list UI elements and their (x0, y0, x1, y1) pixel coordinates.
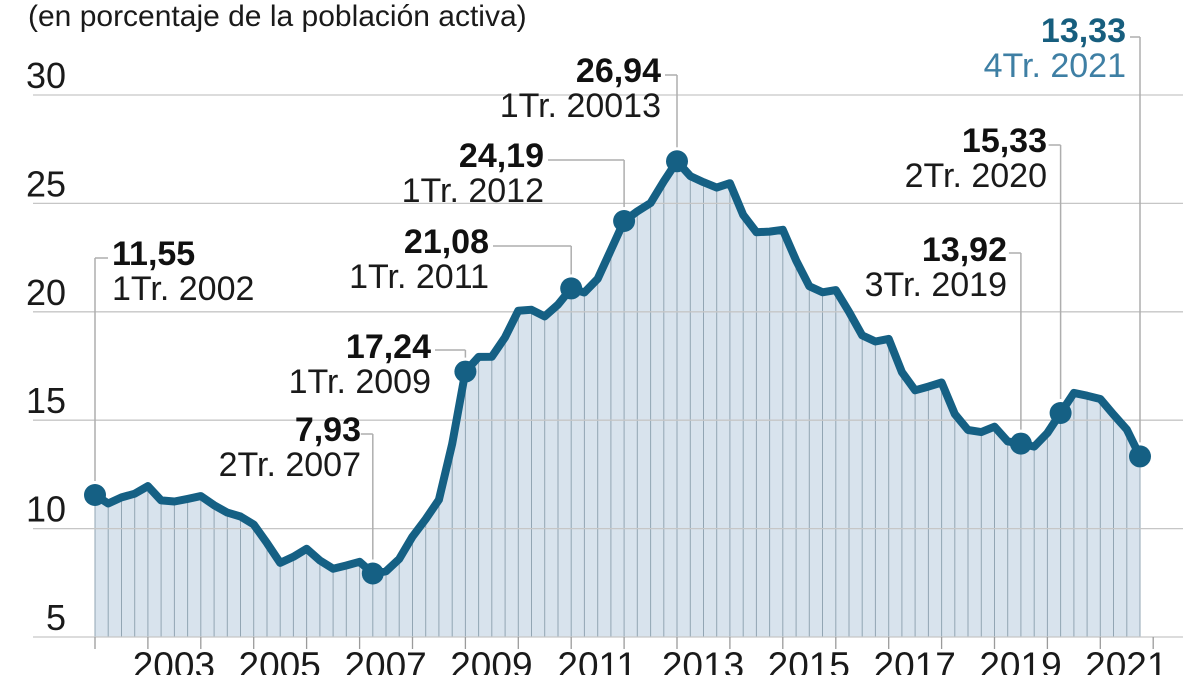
chart-subtitle: (en porcentaje de la población activa) (28, 0, 527, 33)
annotation-quarter-label: 1Tr. 2011 (349, 258, 489, 297)
annotation-quarter-label: 1Tr. 20013 (499, 87, 661, 126)
x-tick-label: 2013 (662, 645, 744, 675)
chart-annotation: 13,33 4Tr. 2021 (786, 12, 1126, 86)
annotation-value: 17,24 (345, 328, 431, 366)
chart-annotation: 13,92 3Tr. 2019 (667, 231, 1007, 305)
x-tick-label: 2011 (557, 645, 637, 675)
annotation-value: 7,93 (294, 411, 361, 449)
annotation-value: 15,33 (961, 122, 1047, 160)
y-tick-label: 15 (26, 380, 66, 421)
annotation-quarter-label: 3Tr. 2019 (864, 266, 1007, 305)
y-tick-label: 30 (26, 55, 66, 96)
chart-annotation: 7,93 2Tr. 2007 (21, 411, 361, 485)
y-tick-label: 25 (26, 163, 66, 204)
x-tick-label: 2019 (979, 645, 1061, 675)
data-point-marker (1129, 445, 1151, 468)
chart-annotation: 15,33 2Tr. 2020 (707, 122, 1047, 196)
annotation-quarter-label: 1Tr. 2012 (401, 172, 544, 211)
annotation-value: 13,33 (1040, 12, 1126, 50)
annotation-value: 26,94 (575, 52, 661, 90)
x-tick-label: 2009 (450, 645, 532, 675)
y-tick-label: 20 (26, 272, 66, 313)
annotation-quarter-label: 2Tr. 2020 (904, 157, 1047, 196)
data-point-marker (454, 360, 477, 383)
data-line (91, 157, 1144, 578)
data-point-marker (1009, 432, 1032, 455)
data-point-marker (1049, 402, 1072, 424)
data-point-marker (84, 484, 106, 506)
annotation-quarter-label: 1Tr. 2009 (288, 363, 431, 402)
y-tick-label: 5 (46, 597, 66, 638)
x-tick-label: 2017 (874, 645, 956, 675)
x-tick-label: 2021 (1085, 645, 1167, 675)
data-point-marker (560, 277, 583, 300)
data-point-marker (361, 562, 384, 585)
y-tick-label: 10 (26, 489, 66, 530)
chart-annotation: 26,94 1Tr. 20013 (321, 52, 661, 126)
x-tick-label: 2007 (344, 645, 426, 675)
annotation-value: 11,55 (112, 235, 196, 273)
annotation-value: 24,19 (458, 137, 544, 175)
data-point-marker (666, 150, 688, 173)
data-point-marker (613, 210, 636, 232)
annotation-quarter-label: 4Tr. 2021 (983, 47, 1126, 86)
annotation-quarter-label: 2Tr. 2007 (218, 446, 361, 485)
area-fill (95, 161, 1140, 638)
annotation-quarter-label: 1Tr. 2002 (112, 270, 255, 309)
x-tick-label: 2003 (133, 645, 215, 675)
chart-annotation: 24,19 1Tr. 2012 (204, 137, 544, 211)
x-tick-label: 2015 (768, 645, 850, 675)
annotation-value: 21,08 (403, 223, 489, 261)
chart-annotation: 11,55 1Tr. 2002 (112, 235, 452, 309)
chart-annotation: 21,08 1Tr. 2011 (149, 223, 489, 297)
chart-annotation: 17,24 1Tr. 2009 (91, 328, 431, 402)
x-tick-label: 2005 (239, 645, 321, 675)
annotation-value: 13,92 (921, 231, 1007, 269)
